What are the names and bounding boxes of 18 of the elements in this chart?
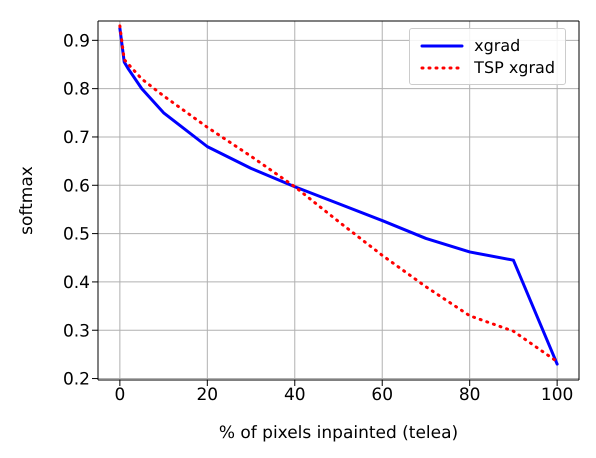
y-tick-label: 0.7 — [62, 128, 90, 148]
y-tick-label: 0.6 — [62, 176, 90, 196]
y-tick-label: 0.4 — [62, 272, 90, 293]
x-tick-label: 0 — [114, 385, 126, 406]
legend-label: TSP xgrad — [474, 58, 555, 77]
x-tick-label: 20 — [196, 385, 218, 406]
y-tick-label: 0.2 — [62, 370, 90, 390]
x-axis-title: % of pixels inpainted (telea) — [218, 423, 458, 443]
x-tick-label: 80 — [458, 385, 480, 406]
legend-label: xgrad — [474, 36, 520, 55]
y-tick-label: 0.3 — [62, 321, 90, 342]
y-tick-label: 0.8 — [62, 80, 90, 100]
y-tick-label: 0.5 — [62, 224, 90, 245]
x-tick-label: 40 — [284, 385, 306, 406]
y-tick-label: 0.9 — [62, 31, 90, 52]
y-axis-title: softmax — [17, 166, 38, 235]
x-tick-label: 100 — [540, 385, 574, 406]
x-tick-label: 60 — [371, 385, 394, 406]
